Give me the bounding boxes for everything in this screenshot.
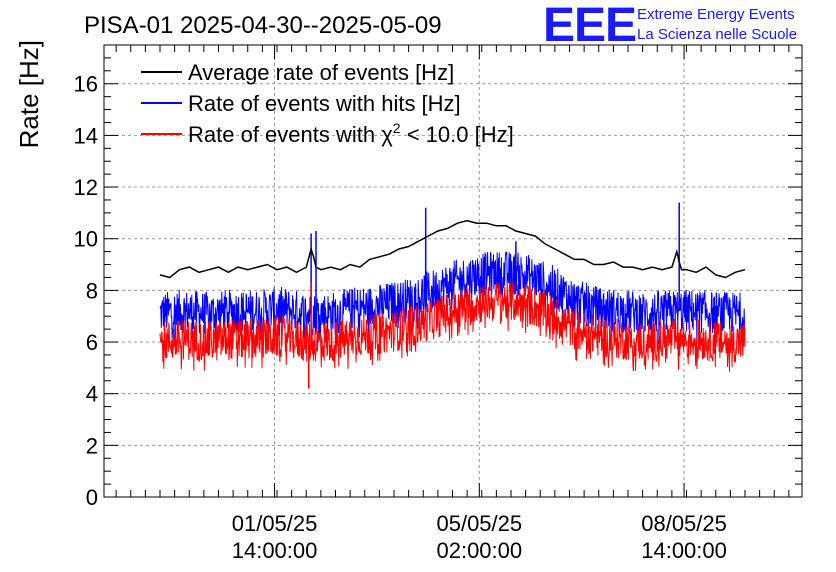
axes: 024681012141601/05/2514:00:0005/05/2502:… bbox=[74, 44, 803, 563]
y-axis-label: Rate [Hz] bbox=[14, 40, 44, 148]
y-tick-label: 12 bbox=[74, 175, 98, 200]
y-tick-label: 0 bbox=[86, 485, 98, 510]
plot-frame bbox=[103, 44, 803, 498]
y-tick-label: 4 bbox=[86, 382, 98, 407]
legend-entry-label: Rate of events with hits [Hz] bbox=[188, 91, 461, 116]
x-tick-label-time: 02:00:00 bbox=[436, 538, 522, 563]
legend-entry-label: Average rate of events [Hz] bbox=[188, 60, 454, 85]
y-tick-label: 10 bbox=[74, 227, 98, 252]
series-line-2 bbox=[159, 280, 746, 372]
legend-entry-label: Rate of events with χ2 < 10.0 [Hz] bbox=[188, 120, 514, 147]
y-tick-label: 2 bbox=[86, 433, 98, 458]
x-tick-label-date: 08/05/25 bbox=[641, 511, 727, 536]
eee-logo-line2: La Scienza nelle Scuole bbox=[637, 26, 797, 43]
y-tick-label: 6 bbox=[86, 330, 98, 355]
x-tick-label-date: 05/05/25 bbox=[436, 511, 522, 536]
legend: Average rate of events [Hz] Rate of event… bbox=[141, 60, 514, 147]
eee-logo: EEE Extreme Energy Events La Scienza nel… bbox=[543, 0, 797, 52]
y-tick-label: 14 bbox=[74, 123, 98, 148]
x-tick-label-time: 14:00:00 bbox=[232, 538, 318, 563]
x-tick-label-time: 14:00:00 bbox=[641, 538, 727, 563]
eee-logo-mark: EEE bbox=[543, 0, 636, 52]
chart-title: PISA-01 2025-04-30--2025-05-09 bbox=[84, 12, 442, 39]
eee-logo-line1: Extreme Energy Events bbox=[637, 6, 795, 23]
series-line-average bbox=[159, 219, 746, 279]
y-tick-label: 16 bbox=[74, 72, 98, 97]
x-tick-label-date: 01/05/25 bbox=[232, 511, 318, 536]
y-tick-label: 8 bbox=[86, 278, 98, 303]
series-layer bbox=[159, 202, 746, 389]
